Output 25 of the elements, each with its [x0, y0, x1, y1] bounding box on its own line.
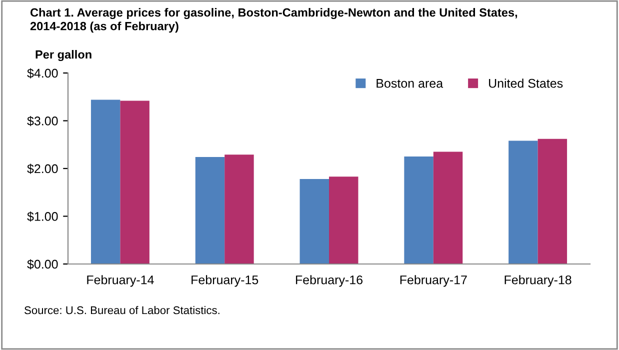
x-tick-label: February-17	[400, 275, 467, 287]
bar	[120, 100, 150, 264]
bar	[224, 154, 254, 264]
x-tick-label: February-14	[87, 275, 154, 287]
y-tick-label: $3.00	[27, 116, 58, 126]
x-tick-label: February-16	[296, 275, 362, 287]
y-tick-label: $0.00	[27, 259, 58, 270]
bar	[404, 156, 434, 264]
source-note: Source: U.S. Bureau of Labor Statistics.	[24, 306, 220, 314]
y-tick-label: $4.00	[27, 68, 58, 78]
bar	[300, 179, 329, 264]
bar	[195, 157, 225, 264]
bar	[90, 100, 120, 264]
bar	[433, 152, 463, 264]
x-tick-label: February-18	[504, 275, 572, 287]
x-tick-label: February-15	[192, 275, 258, 287]
y-tick-label: $2.00	[27, 164, 58, 174]
bar	[329, 176, 358, 264]
y-tick-label: $1.00	[27, 212, 58, 222]
chart-title: Chart 1. Average prices for gasoline, Boston-Cambridge-Newton and the United States, 2014-2018 (as of February)	[30, 8, 518, 33]
bar	[508, 140, 538, 264]
y-axis-title: Per gallon	[36, 50, 92, 62]
legend-label: United States	[489, 78, 563, 88]
legend-label: Boston area	[376, 79, 444, 88]
bar	[538, 138, 568, 264]
